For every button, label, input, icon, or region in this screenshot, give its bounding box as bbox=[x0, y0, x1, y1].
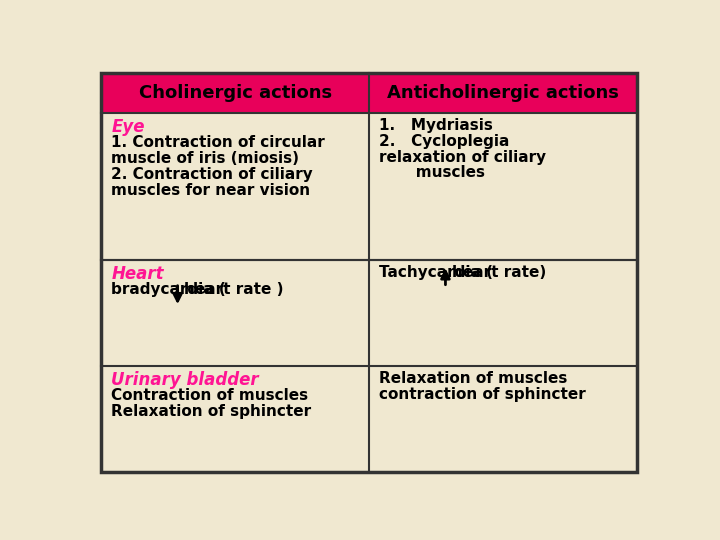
Text: Cholinergic actions: Cholinergic actions bbox=[138, 84, 332, 102]
Text: 1. Contraction of circular: 1. Contraction of circular bbox=[111, 136, 325, 151]
Text: Contraction of muscles: Contraction of muscles bbox=[111, 388, 308, 403]
Text: Tachycardia (: Tachycardia ( bbox=[379, 265, 498, 280]
Text: Heart: Heart bbox=[111, 265, 164, 282]
Text: muscle of iris (miosis): muscle of iris (miosis) bbox=[111, 151, 300, 166]
Bar bbox=[101, 73, 636, 113]
Text: muscles for near vision: muscles for near vision bbox=[111, 183, 310, 198]
Text: Relaxation of sphincter: Relaxation of sphincter bbox=[111, 404, 311, 419]
Text: Anticholinergic actions: Anticholinergic actions bbox=[387, 84, 619, 102]
Text: heart rate): heart rate) bbox=[452, 265, 546, 280]
Text: muscles: muscles bbox=[379, 165, 485, 180]
Text: 2.   Cycloplegia: 2. Cycloplegia bbox=[379, 134, 510, 149]
Text: contraction of sphincter: contraction of sphincter bbox=[379, 387, 586, 402]
Text: 1.   Mydriasis: 1. Mydriasis bbox=[379, 118, 493, 133]
Text: Relaxation of muscles: Relaxation of muscles bbox=[379, 371, 567, 386]
Text: bradycardia (: bradycardia ( bbox=[111, 282, 231, 297]
Text: heart rate ): heart rate ) bbox=[184, 282, 284, 297]
Text: 2. Contraction of ciliary: 2. Contraction of ciliary bbox=[111, 167, 313, 182]
Text: Eye: Eye bbox=[111, 118, 145, 136]
Text: relaxation of ciliary: relaxation of ciliary bbox=[379, 150, 546, 165]
Text: Urinary bladder: Urinary bladder bbox=[111, 371, 258, 389]
